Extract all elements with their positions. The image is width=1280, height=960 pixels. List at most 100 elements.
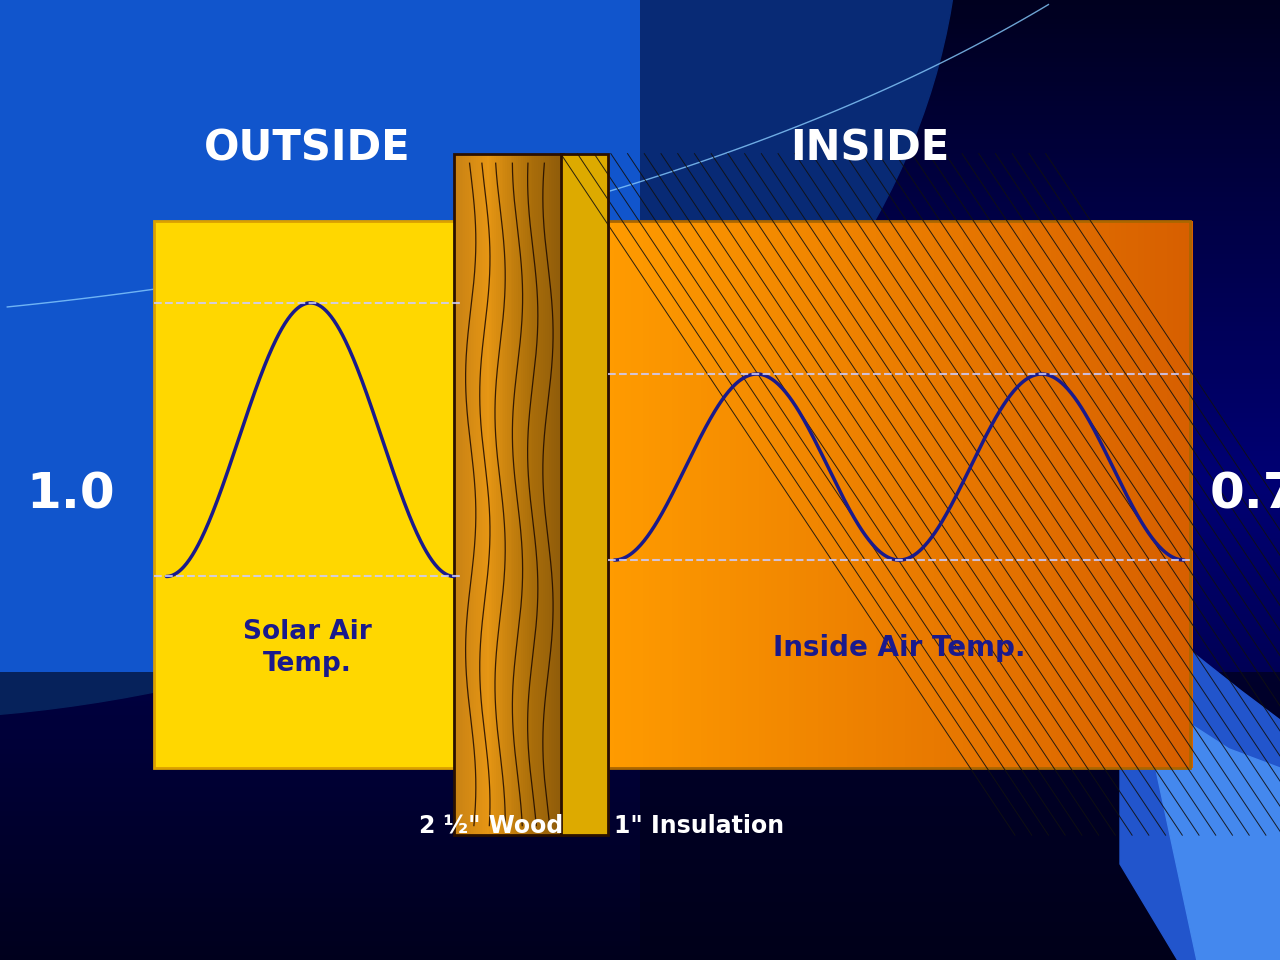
Bar — [672, 221, 681, 768]
Bar — [0, 341, 1280, 355]
Bar — [0, 211, 1280, 226]
Bar — [754, 221, 762, 768]
Bar — [462, 154, 465, 835]
Bar — [660, 221, 668, 768]
Bar — [0, 67, 1280, 82]
Bar — [0, 43, 1280, 58]
Bar — [0, 533, 1280, 547]
Bar — [0, 739, 1280, 754]
Bar — [481, 154, 485, 835]
Bar — [553, 154, 556, 835]
Bar — [0, 269, 1280, 283]
Bar — [0, 259, 1280, 274]
Bar — [975, 221, 983, 768]
Bar — [518, 154, 521, 835]
Bar — [506, 154, 508, 835]
Bar — [559, 154, 563, 835]
Bar — [1016, 221, 1024, 768]
Bar — [882, 221, 890, 768]
Bar — [649, 221, 657, 768]
Polygon shape — [1120, 595, 1280, 960]
Bar — [0, 446, 1280, 461]
Bar — [0, 662, 1280, 677]
Bar — [497, 154, 499, 835]
Bar — [1103, 221, 1111, 768]
Bar — [0, 859, 1280, 874]
Bar — [0, 96, 1280, 110]
Bar — [0, 288, 1280, 302]
Bar — [0, 370, 1280, 384]
Bar — [0, 778, 1280, 792]
Bar — [940, 221, 948, 768]
Bar — [0, 624, 1280, 638]
Bar — [1085, 221, 1094, 768]
Bar — [713, 221, 721, 768]
Bar — [0, 413, 1280, 427]
Bar — [0, 490, 1280, 504]
Text: OUTSIDE: OUTSIDE — [204, 128, 411, 170]
Bar — [0, 331, 1280, 346]
Bar — [911, 221, 919, 768]
Bar — [0, 29, 1280, 43]
Bar — [538, 154, 541, 835]
Bar — [0, 518, 1280, 533]
Bar — [508, 154, 512, 835]
Bar — [0, 254, 1280, 269]
Bar — [527, 154, 530, 835]
Bar — [788, 221, 797, 768]
Bar — [0, 307, 1280, 322]
Bar — [777, 221, 785, 768]
Bar — [0, 787, 1280, 802]
Bar — [524, 154, 526, 835]
Bar — [0, 312, 1280, 326]
Bar — [928, 221, 937, 768]
Bar — [0, 422, 1280, 437]
Bar — [0, 230, 1280, 245]
Bar — [536, 154, 539, 835]
Bar — [0, 115, 1280, 130]
Bar — [0, 912, 1280, 926]
Bar — [0, 869, 1280, 883]
Bar — [480, 154, 483, 835]
Bar — [1062, 221, 1070, 768]
Bar — [0, 600, 1280, 614]
Bar — [771, 221, 780, 768]
Bar — [0, 672, 1280, 960]
Bar — [0, 0, 1280, 14]
Bar — [1068, 221, 1076, 768]
Bar — [0, 840, 1280, 854]
Bar — [466, 154, 468, 835]
Bar — [608, 221, 617, 768]
Bar — [0, 264, 1280, 278]
Bar — [1144, 221, 1152, 768]
Bar — [900, 221, 908, 768]
Bar — [0, 149, 1280, 163]
Bar — [1138, 221, 1147, 768]
Bar — [1044, 221, 1053, 768]
Bar — [485, 154, 489, 835]
Bar — [0, 451, 1280, 466]
Bar — [0, 691, 1280, 706]
Bar — [0, 686, 1280, 701]
Text: 2 ½" Wood: 2 ½" Wood — [419, 814, 563, 837]
Bar — [550, 154, 554, 835]
Bar — [154, 221, 461, 768]
Bar — [742, 221, 750, 768]
Bar — [718, 221, 727, 768]
Text: 1" Insulation: 1" Insulation — [614, 814, 785, 837]
Bar — [893, 221, 901, 768]
Text: 0.7: 0.7 — [1210, 470, 1280, 518]
Bar — [0, 466, 1280, 480]
Bar — [759, 221, 768, 768]
Bar — [0, 106, 1280, 120]
Bar — [471, 154, 474, 835]
Bar — [870, 221, 878, 768]
Bar — [0, 581, 1280, 595]
Bar — [0, 941, 1280, 955]
Bar — [0, 499, 1280, 514]
Circle shape — [0, 0, 960, 720]
Bar — [0, 245, 1280, 259]
Bar — [467, 154, 470, 835]
Bar — [0, 139, 1280, 154]
Bar — [0, 355, 1280, 370]
